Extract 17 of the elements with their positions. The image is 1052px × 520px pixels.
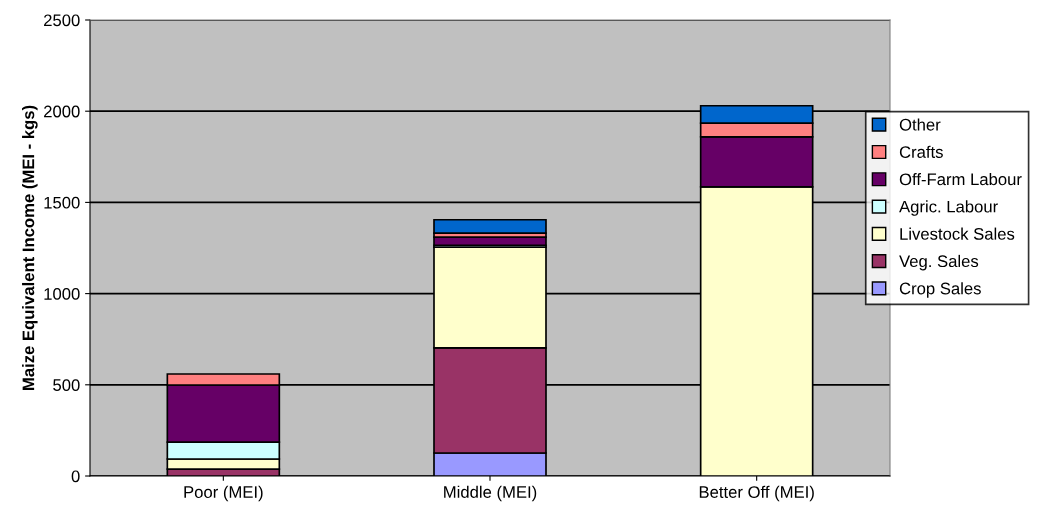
legend-label: Crafts (899, 145, 943, 158)
x-tick-label: Better Off (MEI) (699, 485, 814, 502)
y-tick-label: 500 (53, 379, 80, 391)
legend-label: Agric. Labour (899, 200, 998, 216)
y-tick-label: 2500 (44, 14, 80, 27)
y-tick-label: 1500 (44, 196, 80, 209)
legend-label: Off-Farm Labour (899, 172, 1022, 186)
legend-label: Crop Sales (899, 282, 981, 298)
y-tick-label: 1000 (44, 288, 80, 300)
x-tick-label: Poor (MEI) (184, 485, 263, 502)
legend-label: Livestock Sales (900, 227, 1015, 240)
y-tick-label: 0 (71, 470, 80, 483)
y-axis-title: Maize Equivalent Income (MEI - kgs) (22, 105, 38, 390)
x-tick-label: Middle (MEI) (444, 485, 537, 502)
legend-label: Veg. Sales (899, 254, 979, 271)
y-tick-label: 2000 (44, 105, 80, 118)
legend-label: Other (899, 118, 941, 131)
